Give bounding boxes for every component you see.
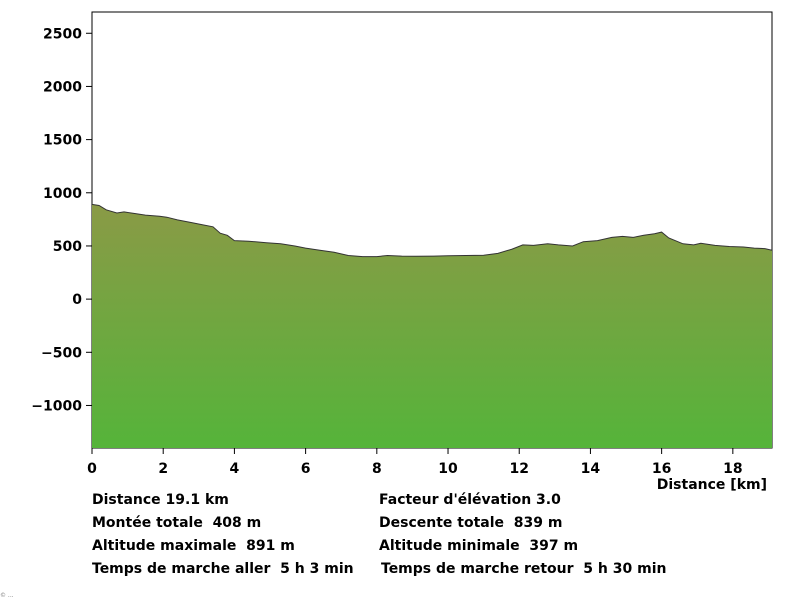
x-tick-label: 18 [723, 461, 742, 477]
y-tick-label: −500 [41, 345, 82, 361]
x-tick-label: 10 [438, 461, 458, 477]
y-tick-label: 2000 [43, 79, 82, 95]
corner-copyright-text: © ... [0, 592, 14, 599]
x-tick-label: 8 [372, 461, 382, 477]
stat-total-descent: Descente totale 839 m [379, 515, 563, 531]
stats-panel: Distance 19.1 km Facteur d'élévation 3.0… [0, 0, 666, 577]
y-tick-label: 1000 [43, 186, 82, 202]
y-tick-label: −1000 [31, 398, 82, 414]
y-tick-label: 1500 [43, 133, 82, 149]
stat-max-altitude: Altitude maximale 891 m [92, 538, 295, 554]
elevation-profile-line [91, 203, 773, 258]
elevation-profile-chart: 2500 2000 1500 1000 500 0 −500 −1000 0 2 4 6 8 10 12 1… [31, 11, 773, 493]
stat-time-outbound: Temps de marche aller 5 h 3 min [92, 561, 354, 577]
x-tick-label: 0 [87, 461, 97, 477]
x-tick-label: 6 [301, 461, 311, 477]
stat-total-ascent: Montée totale 408 m [92, 515, 262, 531]
stat-time-return: Temps de marche retour 5 h 30 min [381, 561, 667, 577]
y-tick-label: 0 [72, 292, 82, 308]
x-tick-label: 12 [509, 461, 528, 477]
x-tick-label: 16 [652, 461, 671, 477]
y-axis: 2500 2000 1500 1000 500 0 −500 −1000 [31, 26, 92, 414]
x-tick-label: 2 [158, 461, 168, 477]
stat-distance: Distance 19.1 km [92, 492, 229, 508]
x-axis: 0 2 4 6 8 10 12 14 16 18 [87, 448, 743, 477]
y-tick-label: 2500 [43, 26, 82, 42]
stat-elevation-factor: Facteur d'élévation 3.0 [379, 492, 561, 508]
stat-min-altitude: Altitude minimale 397 m [379, 538, 579, 554]
x-tick-label: 14 [581, 461, 601, 477]
y-tick-label: 500 [53, 239, 82, 255]
elevation-area-fill [92, 204, 772, 448]
x-tick-label: 4 [230, 461, 240, 477]
x-axis-title: Distance [km] [657, 477, 767, 493]
